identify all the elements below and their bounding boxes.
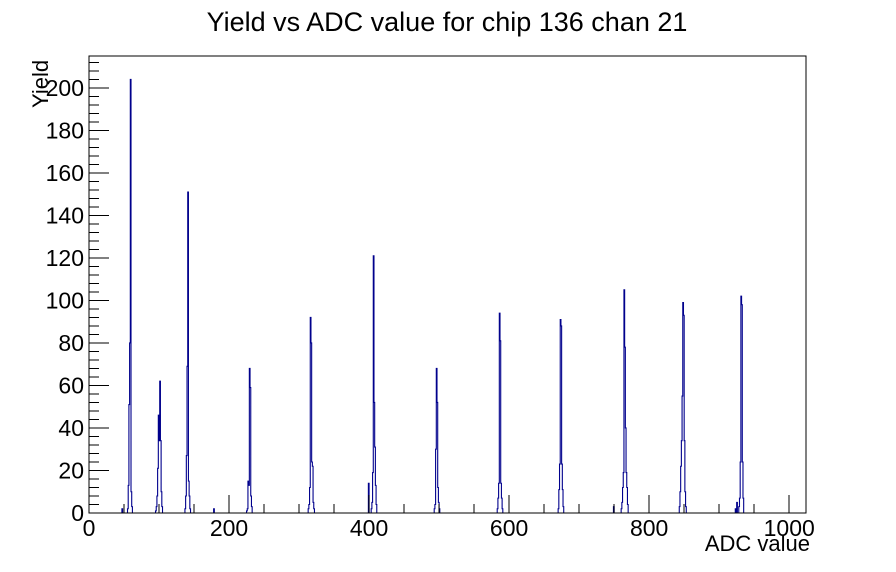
yield-histogram-line xyxy=(89,78,806,514)
y-tick-label: 120 xyxy=(46,245,84,271)
plot-frame xyxy=(88,55,807,514)
x-tick-label: 1000 xyxy=(764,515,815,541)
axes xyxy=(88,55,807,514)
y-tick-label: 200 xyxy=(46,75,84,101)
x-tick-label: 800 xyxy=(630,515,668,541)
x-tick-label: 600 xyxy=(490,515,528,541)
y-tick-label: 180 xyxy=(46,117,84,143)
x-axis-title: ADC value xyxy=(705,531,810,556)
y-tick-label: 60 xyxy=(58,372,84,398)
y-tick-label: 100 xyxy=(46,287,84,313)
histogram-series xyxy=(89,78,806,514)
tick-labels: 0 200 400 600 800 1000 0 20 40 60 80 100 120 140 160 18… xyxy=(46,75,815,541)
x-tick-label: 0 xyxy=(83,515,96,541)
y-tick-label: 80 xyxy=(58,330,84,356)
y-tick-label: 20 xyxy=(58,457,84,483)
y-tick-label: 0 xyxy=(71,500,84,526)
y-tick-label: 160 xyxy=(46,160,84,186)
x-tick-label: 400 xyxy=(350,515,388,541)
x-tick-label: 200 xyxy=(210,515,248,541)
chart-title: Yield vs ADC value for chip 136 chan 21 xyxy=(207,7,688,37)
y-axis-title: Yield xyxy=(28,60,53,108)
y-tick-label: 140 xyxy=(46,202,84,228)
y-tick-label: 40 xyxy=(58,415,84,441)
